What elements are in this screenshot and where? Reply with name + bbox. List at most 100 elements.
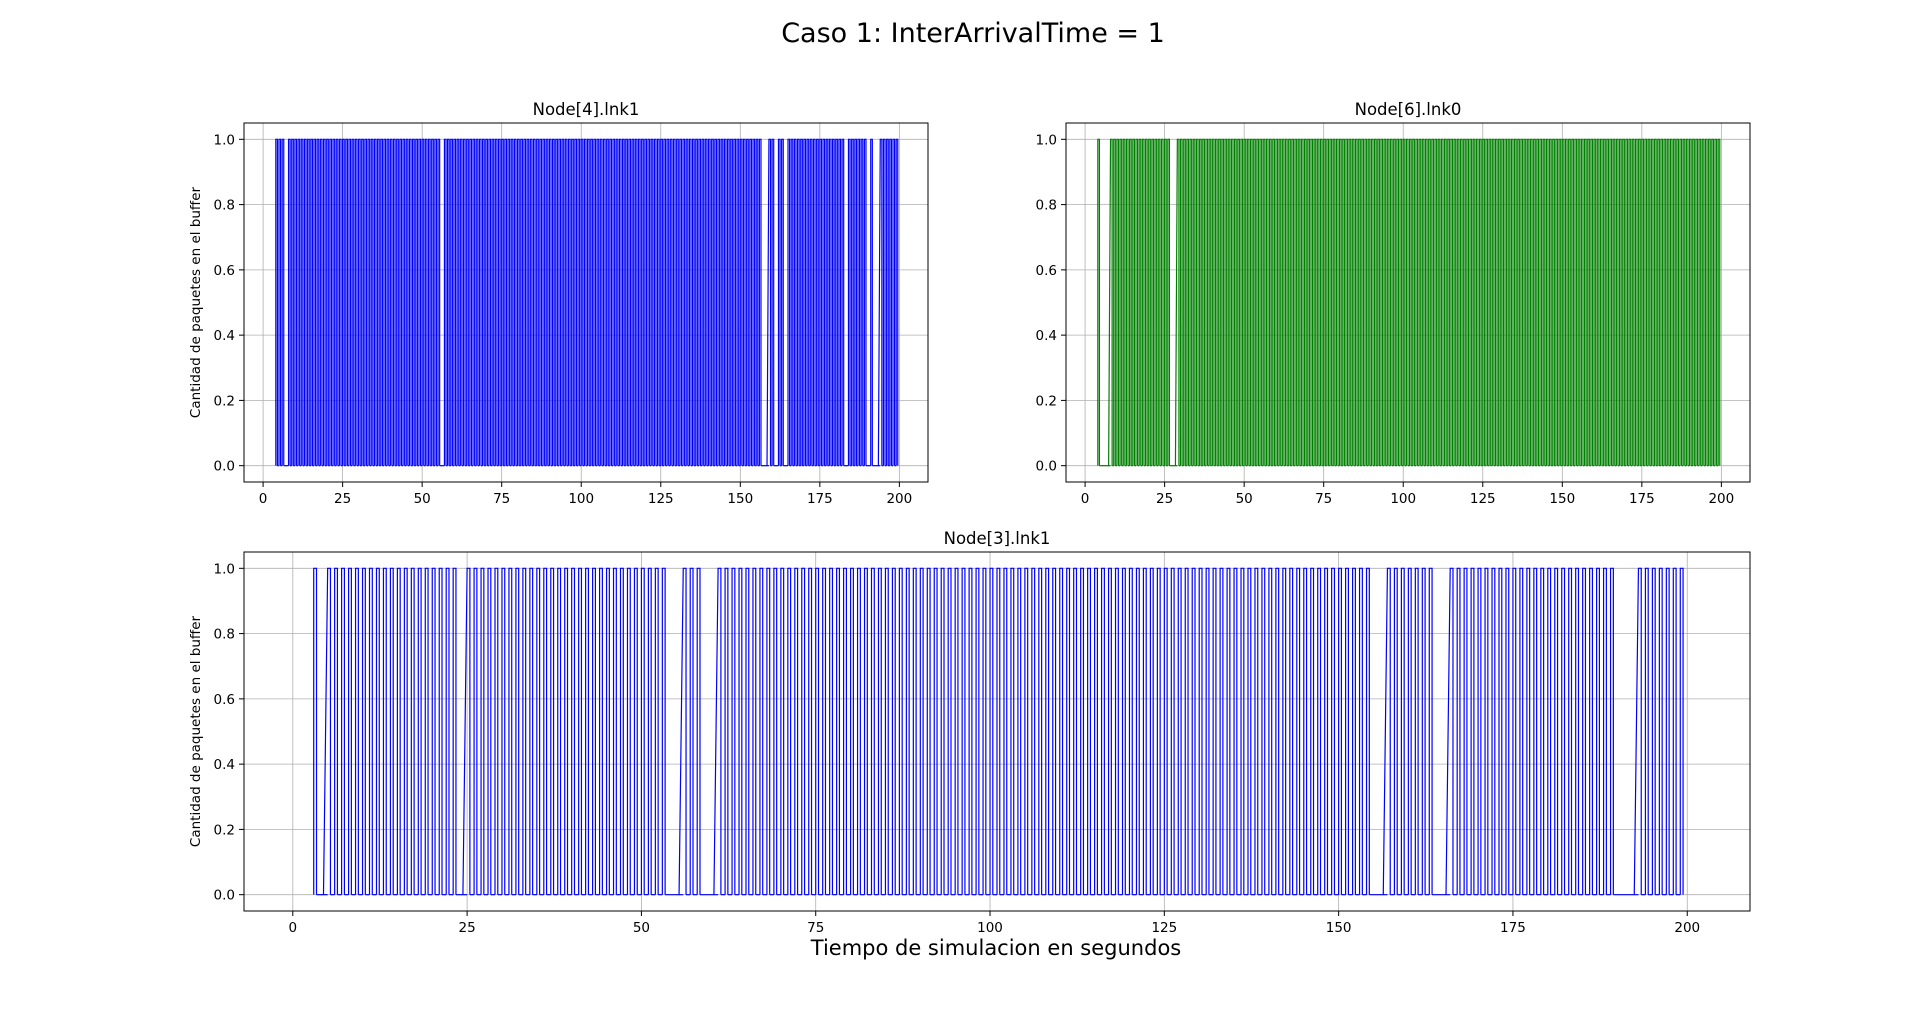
data-pulse: [1396, 138, 1400, 466]
data-pulse: [577, 138, 581, 466]
data-pulse: [1249, 138, 1253, 466]
data-pulse: [1418, 138, 1422, 466]
data-pulse: [1547, 567, 1552, 895]
data-pulse: [1545, 138, 1549, 466]
data-pulse: [1017, 567, 1022, 895]
data-pulse: [1303, 567, 1308, 895]
data-pulse: [723, 138, 727, 466]
data-pulse: [1704, 138, 1708, 466]
data-pulse: [1625, 138, 1629, 466]
data-pulse: [1561, 138, 1565, 466]
y-tick-label: 0.8: [214, 627, 235, 643]
data-pulse: [838, 138, 842, 466]
data-pulse: [1342, 138, 1345, 466]
data-pulse: [1351, 138, 1355, 466]
data-pulse: [564, 567, 569, 895]
data-pulse: [539, 138, 543, 466]
data-pulse: [586, 138, 590, 466]
data-pulse: [351, 138, 355, 466]
data-pulse: [1386, 138, 1390, 466]
data-pulse: [1148, 138, 1151, 466]
data-pulse: [773, 567, 778, 895]
series-trace: [313, 567, 1684, 896]
data-pulse: [571, 567, 576, 895]
data-pulse: [1676, 138, 1680, 466]
data-pulse: [606, 138, 609, 466]
data-pulse: [1414, 567, 1419, 895]
data-pulse: [1400, 567, 1405, 895]
data-pulse: [456, 138, 460, 466]
data-pulse: [598, 567, 603, 895]
data-pulse: [1622, 138, 1625, 466]
data-pulse: [1402, 138, 1406, 466]
data-pulse: [787, 567, 792, 895]
data-pulse: [1428, 567, 1433, 895]
data-pulse: [1221, 138, 1225, 466]
data-pulse: [1552, 138, 1555, 466]
data-pulse: [1149, 567, 1154, 895]
data-pulse: [313, 138, 317, 466]
data-pulse: [1523, 138, 1527, 466]
data-pulse: [1208, 138, 1212, 466]
data-pulse: [678, 567, 687, 895]
data-pulse: [1324, 567, 1329, 895]
data-pulse: [523, 138, 527, 466]
data-pulse: [1412, 138, 1415, 466]
data-pulse: [1618, 138, 1622, 466]
y-tick-label: 0.4: [1036, 328, 1057, 344]
data-pulse: [1673, 138, 1676, 466]
data-pulse: [1297, 138, 1301, 466]
data-pulse: [633, 567, 638, 895]
data-pulse: [777, 138, 781, 466]
data-pulse: [275, 138, 279, 466]
data-pulse: [1542, 138, 1546, 466]
data-pulse: [1370, 138, 1374, 466]
data-pulse: [1657, 138, 1660, 466]
data-pulse: [691, 138, 695, 466]
data-pulse: [281, 138, 285, 466]
data-pulse: [1389, 138, 1393, 466]
data-pulse: [445, 567, 450, 895]
data-pulse: [698, 138, 702, 466]
data-pulse: [1701, 138, 1705, 466]
data-pulse: [1154, 138, 1158, 466]
y-tick-label: 0.6: [214, 692, 235, 708]
data-pulse: [688, 138, 692, 466]
data-pulse: [1708, 138, 1711, 466]
data-pulse: [1119, 138, 1123, 466]
y-tick-label: 0.4: [214, 328, 235, 344]
data-pulse: [332, 138, 336, 466]
data-pulse: [1373, 138, 1377, 466]
data-pulse: [1672, 567, 1677, 895]
data-pulse: [1097, 138, 1101, 466]
data-pulse: [1647, 138, 1651, 466]
x-tick-label: 150: [727, 491, 753, 507]
data-pulse: [696, 567, 701, 895]
x-tick-label: 175: [807, 491, 833, 507]
data-pulse: [1247, 567, 1252, 895]
x-axis-label: Tiempo de simulacion en segundos: [810, 936, 1181, 960]
data-pulse: [1491, 567, 1496, 895]
data-pulse: [619, 567, 624, 895]
data-pulse: [851, 138, 854, 466]
panel-title: Node[6].lnk0: [1355, 100, 1462, 119]
data-pulse: [1593, 138, 1597, 466]
data-pulse: [1679, 567, 1684, 895]
data-pulse: [592, 567, 597, 895]
data-pulse: [526, 138, 530, 466]
data-pulse: [1128, 567, 1133, 895]
x-tick-label: 100: [977, 920, 1003, 936]
data-pulse: [1393, 567, 1398, 895]
data-pulse: [669, 138, 673, 466]
data-pulse: [348, 138, 352, 466]
data-pulse: [1692, 138, 1695, 466]
data-pulse: [996, 567, 1001, 895]
data-pulse: [1612, 138, 1616, 466]
data-pulse: [701, 138, 705, 466]
data-pulse: [1408, 138, 1412, 466]
data-pulse: [1606, 138, 1610, 466]
data-pulse: [1484, 567, 1489, 895]
data-pulse: [427, 138, 431, 466]
data-pulse: [626, 567, 631, 895]
data-pulse: [434, 138, 438, 466]
